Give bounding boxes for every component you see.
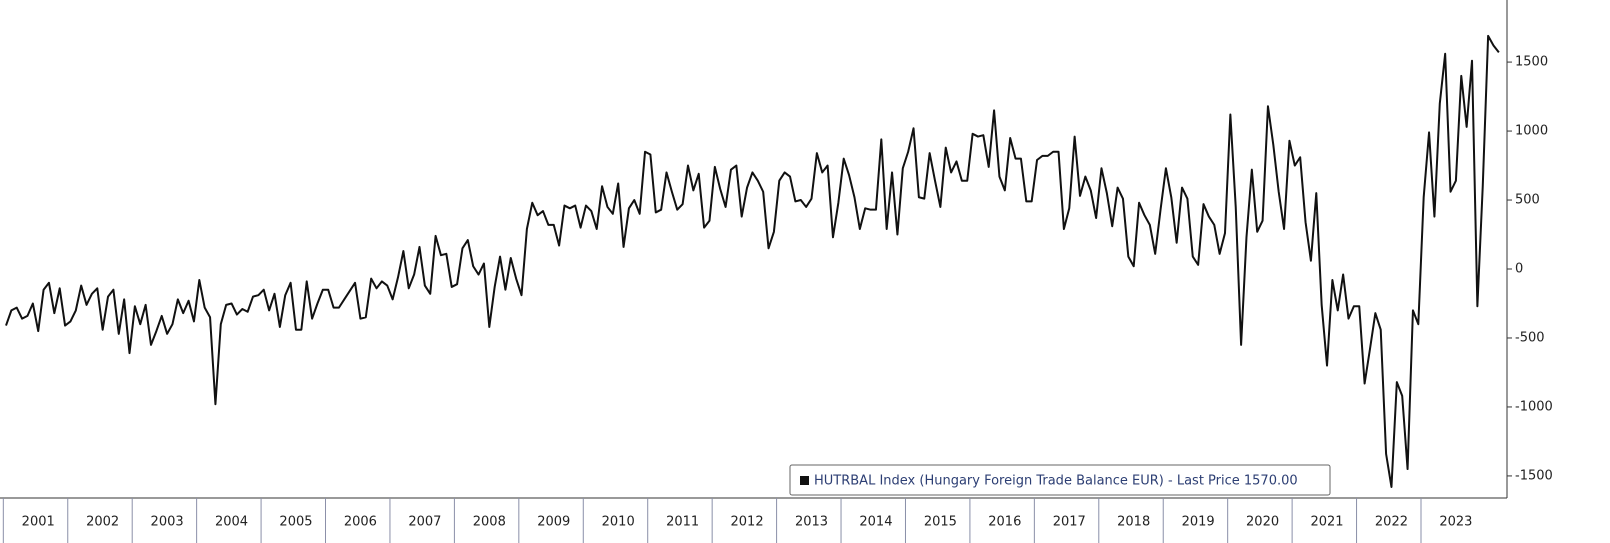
- legend: HUTRBAL Index (Hungary Foreign Trade Bal…: [789, 464, 1331, 496]
- y-tick-label: -500: [1515, 330, 1545, 345]
- x-tick-label: 2006: [344, 515, 377, 530]
- y-tick-label: 500: [1515, 193, 1540, 208]
- x-tick-label: 2003: [151, 515, 184, 530]
- x-tick-label: 2018: [1117, 515, 1150, 530]
- y-tick-label: 0: [1515, 262, 1523, 277]
- x-tick-label: 2014: [859, 515, 892, 530]
- x-tick-label: 2017: [1053, 515, 1086, 530]
- x-tick-label: 2002: [86, 515, 119, 530]
- x-tick-label: 2009: [537, 515, 570, 530]
- series-line: [5, 34, 1500, 488]
- x-tick-label: 2005: [279, 515, 312, 530]
- legend-box: [789, 464, 1331, 496]
- x-tick-label: 2022: [1375, 515, 1408, 530]
- x-tick-label: 2010: [602, 515, 635, 530]
- x-tick-label: 2023: [1439, 515, 1472, 530]
- legend-label: HUTRBAL Index (Hungary Foreign Trade Bal…: [814, 474, 1298, 489]
- x-tick-label: 2008: [473, 515, 506, 530]
- x-tick-label: 2012: [731, 515, 764, 530]
- y-tick-label: -1500: [1515, 468, 1553, 483]
- x-tick-label: 2001: [22, 515, 55, 530]
- x-tick-label: 2015: [924, 515, 957, 530]
- y-tick-label: -1000: [1515, 399, 1553, 414]
- x-tick-label: 2019: [1182, 515, 1215, 530]
- x-tick-label: 2011: [666, 515, 699, 530]
- y-tick-label: 1500: [1515, 55, 1548, 70]
- y-tick-label: 1000: [1515, 124, 1548, 139]
- x-tick-label: 2021: [1310, 515, 1343, 530]
- last-price-label: 1570.00: [1517, 0, 1571, 8]
- x-tick-label: 2007: [408, 515, 441, 530]
- x-tick-label: 2013: [795, 515, 828, 530]
- x-tick-label: 2020: [1246, 515, 1279, 530]
- x-tick-label: 2016: [988, 515, 1021, 530]
- x-tick-label: 2004: [215, 515, 248, 530]
- legend-swatch: [800, 476, 809, 485]
